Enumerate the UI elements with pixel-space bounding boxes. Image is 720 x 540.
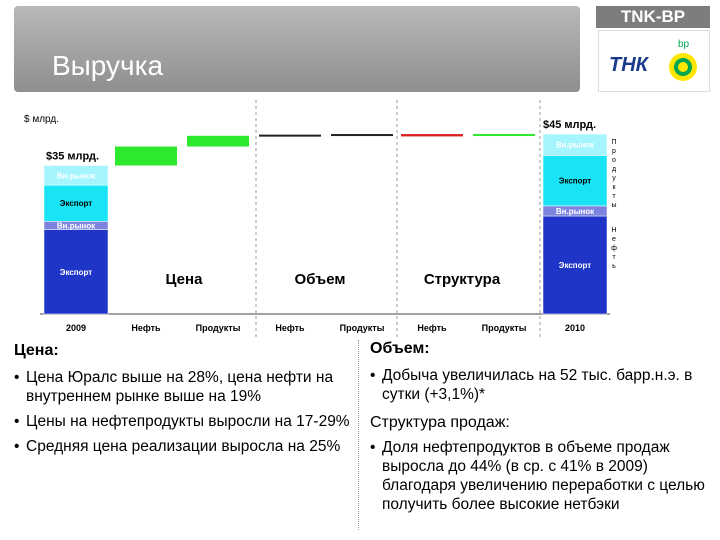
delta-bar-6 bbox=[473, 134, 535, 137]
bar-2010-segment-1 bbox=[542, 215, 608, 315]
price-item-1: Цена Юралс выше на 28%, цена нефти на вн… bbox=[14, 368, 354, 406]
end-total-label: $45 млрд. bbox=[543, 119, 596, 131]
category-label-5: Продукты bbox=[340, 323, 385, 333]
price-item-2: Цены на нефтепродукты выросли на 17-29% bbox=[14, 412, 354, 431]
bar-2010-segment-4 bbox=[542, 133, 608, 156]
section-divider bbox=[358, 340, 359, 530]
logo-icon: ТНК bp bbox=[609, 39, 697, 81]
group-label-1: Цена bbox=[166, 271, 204, 288]
bar-2009-segment-1 bbox=[43, 229, 109, 315]
bar-2009-segment-4 bbox=[43, 165, 109, 186]
price-heading: Цена: bbox=[14, 342, 59, 359]
price-section: Цена: Цена Юралс выше на 28%, цена нефти… bbox=[14, 342, 354, 456]
title-banner: Выручка bbox=[14, 6, 580, 92]
delta-bar-4 bbox=[331, 134, 393, 137]
delta-bar-5 bbox=[401, 134, 463, 137]
bar-2009-segment-label-3: Экспорт bbox=[60, 199, 93, 208]
slide-title: Выручка bbox=[52, 50, 164, 81]
start-total-label: $35 млрд. bbox=[46, 151, 99, 163]
brand-bar: TNK-BP bbox=[596, 6, 710, 28]
category-label-2: Нефть bbox=[131, 323, 161, 333]
bar-2009-segment-label-1: Экспорт bbox=[60, 268, 93, 277]
bar-2009-segment-label-2: Вн.рынок bbox=[57, 222, 96, 231]
price-item-3: Средняя цена реализации выросла на 25% bbox=[14, 437, 354, 456]
logo-text-right: bp bbox=[678, 39, 690, 50]
volume-section: Объем: Добыча увеличилась на 52 тыс. бар… bbox=[370, 340, 710, 514]
structure-heading: Структура продаж: bbox=[370, 414, 510, 431]
unit-label: $ млрд. bbox=[24, 114, 59, 125]
category-label-6: Нефть bbox=[417, 323, 447, 333]
category-label-3: Продукты bbox=[196, 323, 241, 333]
company-logo: ТНК bp bbox=[598, 30, 710, 92]
volume-list: Добыча увеличилась на 52 тыс. барр.н.э. … bbox=[370, 366, 710, 404]
structure-item-1: Доля нефтепродуктов в объеме продаж выро… bbox=[370, 438, 710, 514]
bar-2010-segment-label-2: Вн.рынок bbox=[556, 207, 595, 216]
bar-2010-segment-3 bbox=[542, 155, 608, 207]
delta-bar-3 bbox=[259, 134, 321, 137]
bar-2010-segment-label-3: Экспорт bbox=[559, 177, 592, 186]
bar-2009-segment-label-4: Вн.рынок bbox=[57, 171, 96, 180]
bar-2009-segment-3 bbox=[43, 184, 109, 222]
category-label-4: Нефть bbox=[275, 323, 305, 333]
bar-2010-segment-label-1: Экспорт bbox=[559, 261, 592, 270]
logo-text-left: ТНК bbox=[609, 54, 650, 76]
group-label-3: Структура bbox=[424, 271, 501, 288]
revenue-waterfall-chart: $ млрд. 2009 Нефть Продукты Нефть Продукты Неф… bbox=[24, 100, 617, 338]
price-list: Цена Юралс выше на 28%, цена нефти на вн… bbox=[14, 368, 354, 456]
category-label-7: Продукты bbox=[482, 323, 527, 333]
group-label-2: Объем bbox=[295, 271, 346, 288]
category-label-1: 2009 bbox=[66, 323, 86, 333]
delta-bar-2 bbox=[187, 135, 249, 147]
brand-name: TNK-BP bbox=[620, 7, 686, 26]
structure-list: Доля нефтепродуктов в объеме продаж выро… bbox=[370, 438, 710, 514]
bar-2010-segment-label-4: Вн.рынок bbox=[556, 141, 595, 150]
volume-heading: Объем: bbox=[370, 340, 430, 357]
category-label-8: 2010 bbox=[565, 323, 585, 333]
delta-bar-1 bbox=[115, 146, 177, 166]
volume-item-1: Добыча увеличилась на 52 тыс. барр.н.э. … bbox=[370, 366, 710, 404]
